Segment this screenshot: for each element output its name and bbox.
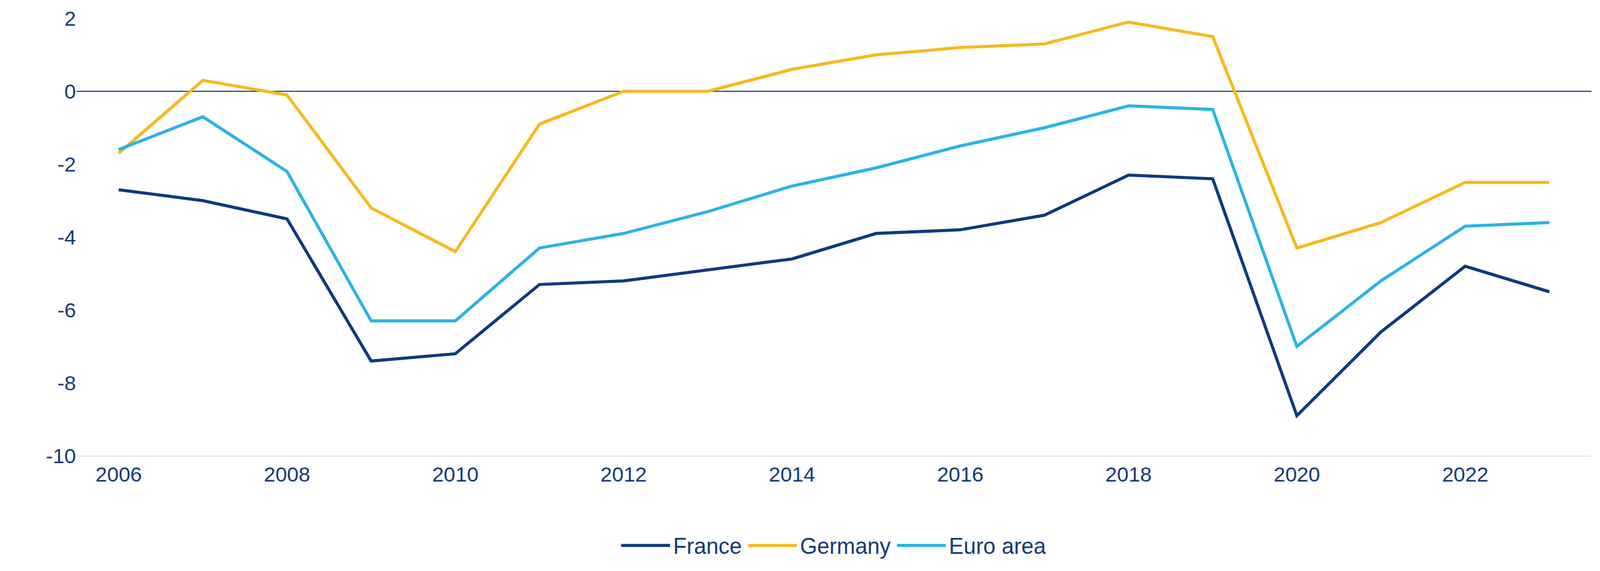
svg-text:2012: 2012: [600, 462, 648, 486]
svg-text:2022: 2022: [1441, 462, 1489, 486]
svg-text:2016: 2016: [936, 462, 984, 486]
svg-text:2010: 2010: [432, 462, 479, 486]
svg-text:2020: 2020: [1273, 462, 1321, 486]
svg-text:-4: -4: [57, 225, 76, 249]
svg-text:0: 0: [64, 79, 76, 103]
svg-text:Euro area: Euro area: [949, 533, 1047, 559]
svg-text:2: 2: [64, 6, 76, 31]
svg-text:2014: 2014: [769, 462, 816, 486]
svg-text:2018: 2018: [1105, 462, 1153, 486]
svg-text:-6: -6: [57, 298, 76, 322]
svg-text:2008: 2008: [264, 462, 311, 486]
svg-text:-10: -10: [45, 444, 76, 468]
svg-text:France: France: [673, 533, 743, 559]
svg-text:-2: -2: [57, 152, 76, 176]
svg-text:-8: -8: [57, 371, 76, 395]
svg-text:2006: 2006: [95, 462, 143, 486]
svg-text:Germany: Germany: [800, 533, 891, 559]
